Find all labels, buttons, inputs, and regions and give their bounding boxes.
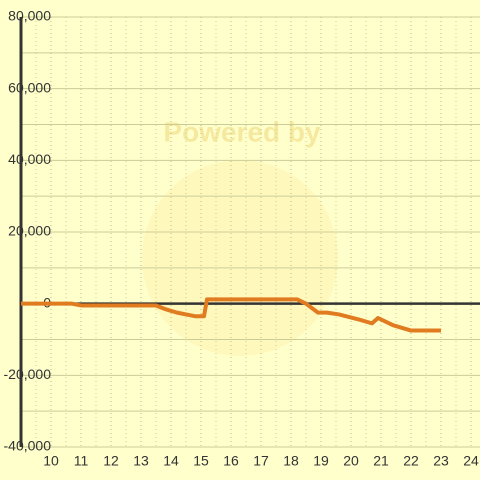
x-tick-label: 20 xyxy=(343,453,359,469)
x-tick-label: 11 xyxy=(74,453,89,469)
y-tick-label: -20,000 xyxy=(4,366,52,382)
y-tick-label: 60,000 xyxy=(8,79,51,95)
x-tick-label: 10 xyxy=(43,453,59,469)
data-line xyxy=(21,297,441,333)
x-tick-label: 13 xyxy=(133,453,149,469)
x-tick-label: 17 xyxy=(253,453,269,469)
x-tick-label: 21 xyxy=(373,453,389,469)
x-tick-label: 22 xyxy=(403,453,419,469)
y-tick-label: -40,000 xyxy=(4,438,52,454)
y-tick-label: 40,000 xyxy=(8,151,51,167)
y-tick-label: 80,000 xyxy=(8,8,51,24)
watermark: Powered by xyxy=(163,116,321,147)
x-tick-label: 16 xyxy=(223,453,239,469)
x-tick-label: 15 xyxy=(193,453,209,469)
x-tick-label: 18 xyxy=(283,453,299,469)
x-tick-label: 14 xyxy=(163,453,179,469)
x-tick-label: 23 xyxy=(433,453,449,469)
y-tick-label: 20,000 xyxy=(8,223,51,239)
x-tick-label: 24 xyxy=(463,453,479,469)
x-tick-label: 12 xyxy=(103,453,119,469)
x-tick-label: 19 xyxy=(313,453,329,469)
watermark-logo xyxy=(142,160,338,356)
